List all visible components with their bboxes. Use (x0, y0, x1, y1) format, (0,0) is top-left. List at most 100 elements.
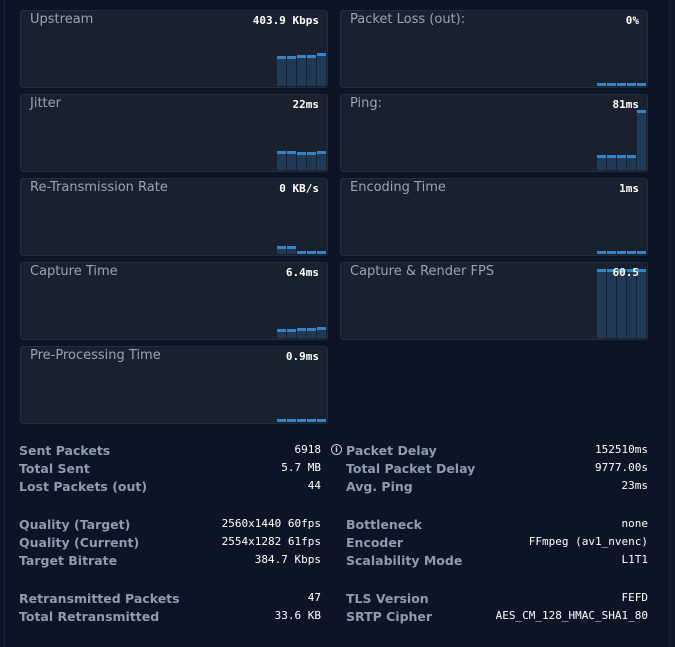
sparkline-bar (627, 155, 636, 170)
sparkline-bar-top (297, 328, 306, 331)
sparkline-bar (287, 246, 296, 254)
sparkline-bar-top (287, 419, 296, 422)
stat-label-total-packet-delay: Total Packet Delay (346, 461, 476, 476)
card-ping: Ping: 81ms (340, 94, 648, 172)
stat-label-retransmitted-packets: Retransmitted Packets (19, 591, 180, 606)
sparkline-bar (637, 269, 646, 338)
stat-label-encoder: Encoder (346, 535, 404, 550)
sparkline (21, 95, 327, 171)
sparkline (21, 347, 327, 423)
sparkline-bar-top (297, 251, 306, 254)
sparkline-bar (317, 53, 326, 86)
sparkline-bar (307, 152, 316, 170)
card-value: 0% (625, 14, 639, 27)
card-value: 81ms (612, 98, 640, 111)
stat-value-bottleneck: none (621, 517, 649, 530)
stat-value-packet-delay: 152510ms (595, 443, 648, 456)
sparkline-bar-top (307, 419, 316, 422)
sparkline-bar-top (287, 329, 296, 332)
sparkline-bar (607, 155, 616, 170)
stat-label-scalability-mode: Scalability Mode (346, 553, 463, 568)
sparkline-bar-top (617, 155, 626, 158)
sparkline-bar-top (317, 419, 326, 422)
card-label: Capture & Render FPS (350, 264, 495, 279)
sparkline (341, 95, 647, 171)
sparkline-bar-top (317, 53, 326, 56)
sparkline-bar-top (277, 329, 286, 332)
sparkline-bar (637, 110, 646, 170)
stat-value-sent-packets: 6918 (294, 443, 322, 456)
sparkline-bar-top (307, 251, 316, 254)
sparkline (21, 11, 327, 87)
info-icon[interactable]: i (331, 444, 342, 455)
sparkline-bar (597, 269, 606, 338)
card-value: 0 KB/s (279, 182, 319, 195)
sparkline-bar (277, 246, 286, 254)
sparkline-bar (287, 56, 296, 86)
stat-label-quality-current: Quality (Current) (19, 535, 140, 550)
sparkline-bar (277, 56, 286, 86)
sparkline-bar-top (637, 83, 646, 86)
sparkline-bar-top (627, 155, 636, 158)
stat-label-tls-version: TLS Version (346, 591, 429, 606)
card-label: Upstream (30, 12, 94, 27)
stat-label-bottleneck: Bottleneck (346, 517, 422, 532)
sparkline-bar-top (617, 83, 626, 86)
card-value: 60.5 (612, 266, 640, 279)
sparkline-bar-top (607, 83, 616, 86)
stat-label-total-sent: Total Sent (19, 461, 90, 476)
stat-value-target-bitrate: 384.7 Kbps (254, 553, 321, 566)
stat-label-sent-packets: Sent Packets (19, 443, 111, 458)
sparkline-bar (287, 329, 296, 338)
card-value: 22ms (292, 98, 320, 111)
stat-value-scalability-mode: L1T1 (621, 553, 649, 566)
sparkline-bar (287, 151, 296, 170)
sparkline-bar (297, 55, 306, 86)
scrollbar[interactable] (671, 0, 674, 647)
stat-label-srtp-cipher: SRTP Cipher (346, 609, 433, 624)
sparkline-bar-top (627, 269, 636, 272)
card-label: Pre-Processing Time (30, 348, 161, 363)
card-capture-render-fps: Capture & Render FPS 60.5 (340, 262, 648, 340)
card-jitter: Jitter 22ms (20, 94, 328, 172)
sparkline-bar-top (617, 251, 626, 254)
stat-value-total-packet-delay: 9777.00s (595, 461, 648, 474)
stat-label-total-retransmitted: Total Retransmitted (19, 609, 160, 624)
stat-label-target-bitrate: Target Bitrate (19, 553, 118, 568)
sparkline-bar-top (307, 55, 316, 58)
sparkline-bar (317, 327, 326, 338)
sparkline-bar-top (637, 110, 646, 113)
card-label: Jitter (30, 96, 61, 111)
sparkline-bar (307, 55, 316, 86)
stat-value-total-sent: 5.7 MB (281, 461, 321, 474)
sparkline-bar-top (597, 155, 606, 158)
sparkline-bar (597, 155, 606, 170)
sparkline-bar-top (277, 56, 286, 59)
sparkline-bar-top (637, 269, 646, 272)
sparkline-bar-top (627, 251, 636, 254)
stat-value-encoder: FFmpeg (av1_nvenc) (528, 535, 648, 548)
card-label: Ping: (350, 96, 383, 111)
sparkline-bar-top (597, 83, 606, 86)
sparkline-bar-top (597, 269, 606, 272)
sparkline-bar (617, 269, 626, 338)
sparkline-bar-top (607, 155, 616, 158)
sparkline-bar-top (597, 251, 606, 254)
sparkline-bar-top (627, 83, 636, 86)
sparkline (21, 179, 327, 255)
card-value: 1ms (619, 182, 639, 195)
stat-value-quality-target: 2560x1440 60fps (221, 517, 321, 530)
stat-value-tls-version: FEFD (621, 591, 649, 604)
card-label: Re-Transmission Rate (30, 180, 168, 195)
sparkline-bar-top (307, 328, 316, 331)
card-label: Packet Loss (out): (350, 12, 466, 27)
sparkline-bar (607, 269, 616, 338)
sparkline (21, 263, 327, 339)
stat-label-packet-delay: Packet Delay (346, 443, 437, 458)
card-upstream: Upstream 403.9 Kbps (20, 10, 328, 88)
sparkline-bar-top (617, 269, 626, 272)
sparkline-bar-top (317, 151, 326, 154)
sparkline-bar (317, 151, 326, 170)
sparkline-bar-top (287, 56, 296, 59)
sparkline-bar-top (277, 151, 286, 154)
